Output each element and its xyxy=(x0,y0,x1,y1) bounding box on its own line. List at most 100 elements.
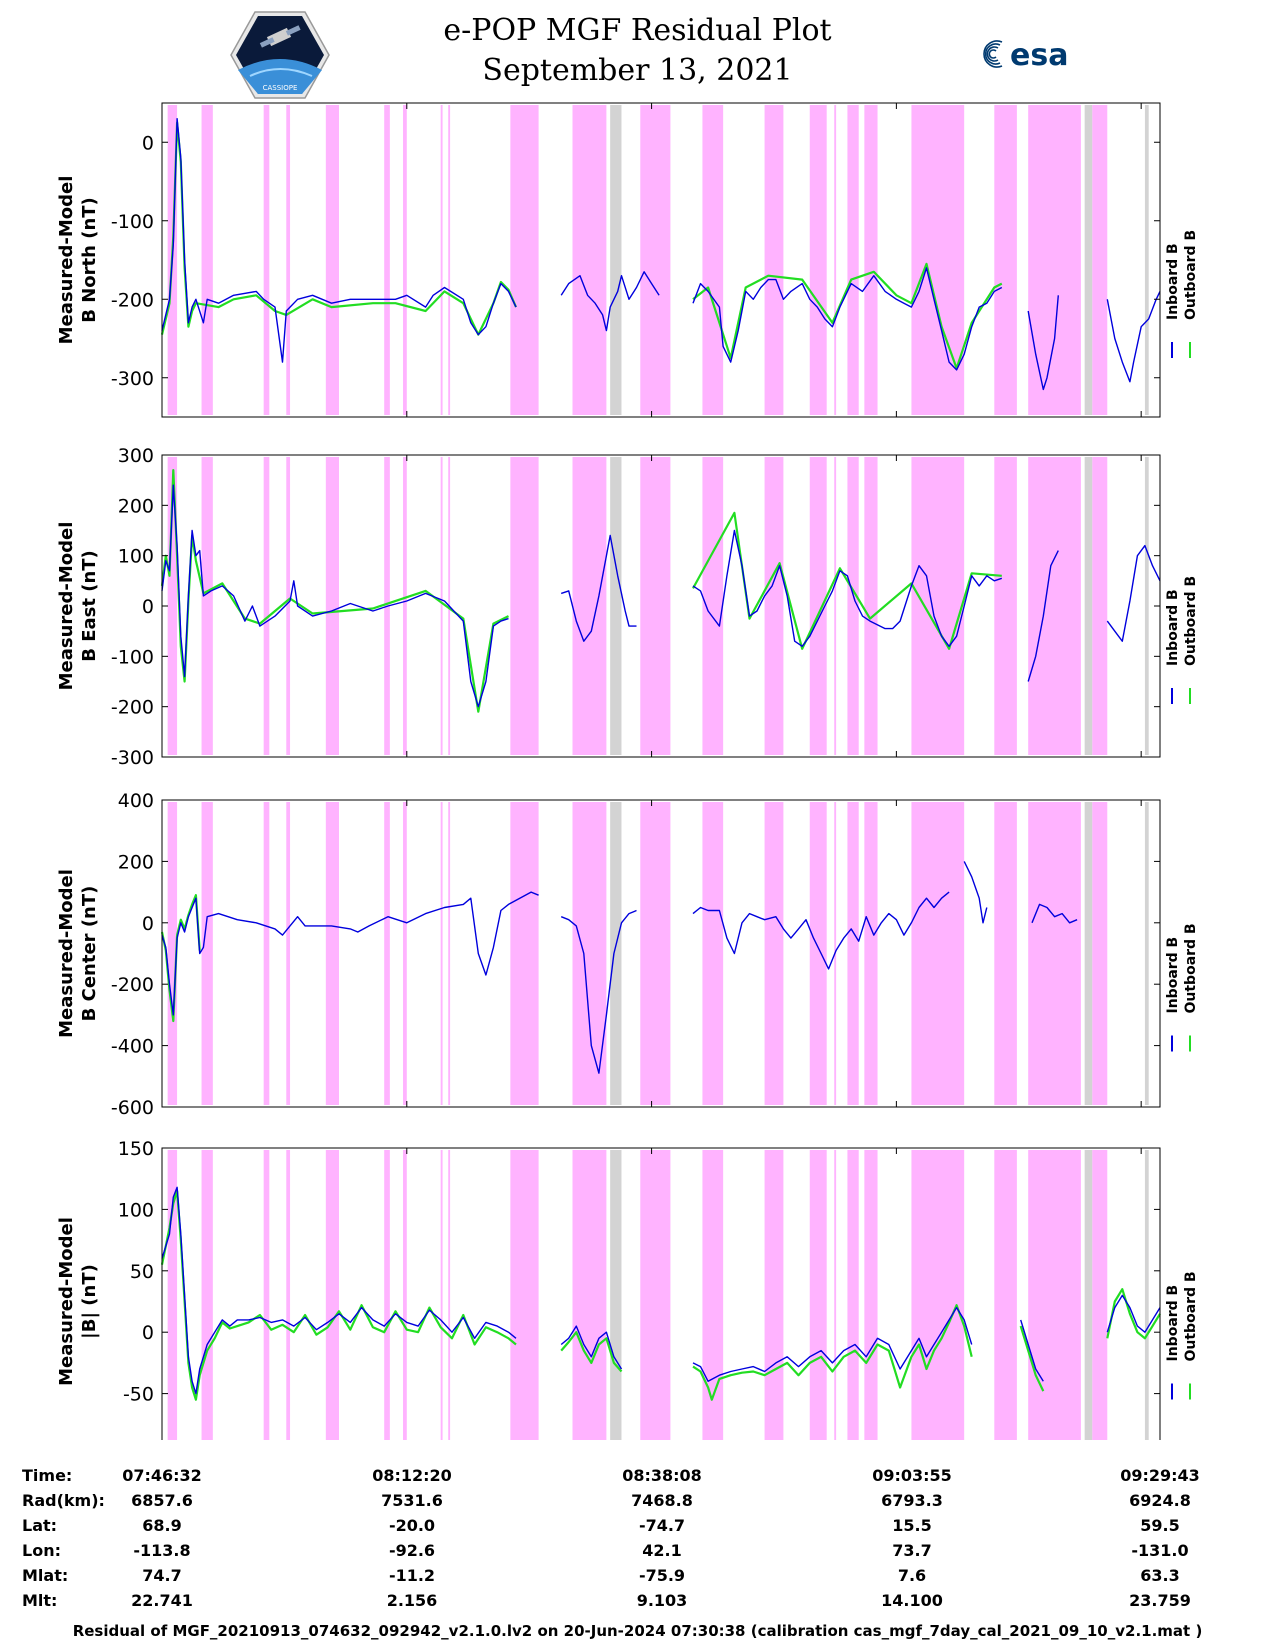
legend-outboard-label: Outboard B xyxy=(1183,1271,1199,1361)
y-tick-label: 150 xyxy=(118,1138,154,1160)
eclipse-band xyxy=(1092,1150,1108,1440)
eclipse-band xyxy=(201,1150,213,1440)
y-axis-label-line: Measured-Model xyxy=(56,176,77,345)
data-gap-band xyxy=(1144,457,1149,755)
y-axis-label-line: B North (nT) xyxy=(79,197,100,323)
eclipse-band xyxy=(325,457,340,755)
eclipse-band xyxy=(263,1150,270,1440)
eclipse-band xyxy=(911,1150,965,1440)
info-cell: 6857.6 xyxy=(131,1491,193,1510)
data-gap-band xyxy=(610,457,622,755)
plot-date: September 13, 2021 xyxy=(482,53,793,88)
eclipse-band xyxy=(384,105,390,415)
eclipse-band xyxy=(572,105,607,415)
eclipse-band xyxy=(702,457,724,755)
eclipse-band xyxy=(864,457,878,755)
info-row-label: Mlat: xyxy=(22,1566,69,1585)
data-gap-band xyxy=(1084,457,1093,755)
info-cell: 9.103 xyxy=(636,1591,688,1610)
panel-3: 400 200 0 -200 -400 -600 Measured-Model B Cente… xyxy=(56,790,1199,1119)
eclipse-band xyxy=(448,105,451,415)
cassiope-logo: CASSIOPE xyxy=(230,11,330,99)
legend-inboard-label: Inboard B xyxy=(1165,243,1181,320)
info-cell: 08:38:08 xyxy=(622,1466,702,1485)
eclipse-band xyxy=(440,457,443,755)
eclipse-band xyxy=(510,105,539,415)
y-tick-label: -100 xyxy=(111,211,154,233)
eclipse-band xyxy=(1028,105,1081,415)
eclipse-band xyxy=(834,105,837,415)
data-gap-band xyxy=(610,802,622,1105)
plot-frame xyxy=(161,102,1161,418)
y-axis-label-line: Measured-Model xyxy=(56,869,77,1038)
esa-logo: esa xyxy=(983,38,1068,73)
panel-1: 0 -100 -200 -300 Measured-Model B North (nT) I… xyxy=(56,102,1199,418)
y-tick-label: -300 xyxy=(111,368,154,390)
y-tick-label: 100 xyxy=(118,1199,154,1221)
info-cell: -20.0 xyxy=(388,1516,436,1535)
y-axis-label-line: B Center (nT) xyxy=(79,886,100,1022)
y-tick-label: 200 xyxy=(118,851,154,873)
data-gap-band xyxy=(610,105,622,415)
eclipse-band xyxy=(167,1150,178,1440)
cassiope-logo-text: CASSIOPE xyxy=(263,84,298,92)
eclipse-band xyxy=(201,105,213,415)
eclipse-band xyxy=(809,802,827,1105)
info-cell: 7531.6 xyxy=(381,1491,443,1510)
series-line-inboard-b xyxy=(161,1186,1161,1395)
eclipse-band xyxy=(201,457,213,755)
info-cell: 2.156 xyxy=(386,1591,438,1610)
series-line-inboard-b xyxy=(161,484,1161,708)
info-cell: 07:46:32 xyxy=(122,1466,202,1485)
info-cell: 68.9 xyxy=(142,1516,182,1535)
series-line-inboard-b xyxy=(161,861,1078,1074)
eclipse-band xyxy=(263,105,270,415)
info-row-label: Rad(km): xyxy=(22,1491,105,1510)
y-axis-label-line: Measured-Model xyxy=(56,522,77,691)
eclipse-band xyxy=(764,457,784,755)
eclipse-band xyxy=(403,105,407,415)
eclipse-band xyxy=(286,1150,291,1440)
eclipse-band xyxy=(510,457,539,755)
eclipse-band xyxy=(1092,457,1108,755)
y-tick-label: 0 xyxy=(142,1322,154,1344)
y-axis-label-line: B East (nT) xyxy=(79,550,100,662)
eclipse-band xyxy=(1092,105,1108,415)
eclipse-band xyxy=(1028,457,1081,755)
eclipse-band xyxy=(325,802,340,1105)
legend-outboard-label: Outboard B xyxy=(1183,576,1199,666)
info-cell: 73.7 xyxy=(892,1541,932,1560)
eclipse-band xyxy=(764,105,784,415)
info-cell: -75.9 xyxy=(638,1566,686,1585)
legend-inboard-label: Inboard B xyxy=(1165,1285,1181,1362)
eclipse-band xyxy=(640,105,671,415)
y-tick-label: 200 xyxy=(118,495,154,517)
eclipse-band xyxy=(440,802,443,1105)
info-cell: -74.7 xyxy=(638,1516,686,1535)
eclipse-band xyxy=(510,1150,539,1440)
info-cell: 7.6 xyxy=(897,1566,927,1585)
eclipse-band xyxy=(201,802,213,1105)
y-axis-label: Measured-Model B Center (nT) xyxy=(56,869,100,1038)
data-gap-band xyxy=(1084,1150,1093,1440)
y-tick-label: -600 xyxy=(111,1097,154,1119)
eclipse-band xyxy=(847,802,859,1105)
eclipse-band xyxy=(847,105,859,415)
eclipse-band xyxy=(834,1150,837,1440)
y-axis-label-line: Measured-Model xyxy=(56,1217,77,1386)
y-tick-label: 100 xyxy=(118,546,154,568)
eclipse-band xyxy=(448,1150,451,1440)
y-tick-label: 0 xyxy=(142,132,154,154)
eclipse-band xyxy=(764,802,784,1105)
eclipse-band xyxy=(864,105,878,415)
eclipse-band xyxy=(440,1150,443,1440)
data-gap-band xyxy=(610,1150,622,1440)
eclipse-band xyxy=(994,1150,1017,1440)
plot-title: e-POP MGF Residual Plot xyxy=(443,13,832,48)
info-cell: -11.2 xyxy=(388,1566,436,1585)
panel-2: 300 200 100 0 -100 -200 -300 Measured-Model B Ea… xyxy=(56,445,1199,769)
y-tick-label: 0 xyxy=(142,913,154,935)
eclipse-band xyxy=(764,1150,784,1440)
